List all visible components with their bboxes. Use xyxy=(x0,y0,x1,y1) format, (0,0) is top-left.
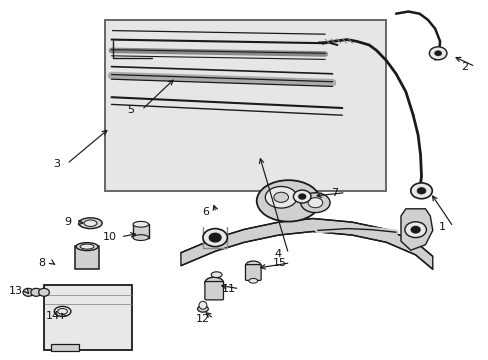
Text: 2: 2 xyxy=(460,62,467,72)
Ellipse shape xyxy=(80,244,94,249)
Circle shape xyxy=(428,47,446,60)
FancyBboxPatch shape xyxy=(105,20,386,191)
Circle shape xyxy=(298,194,305,199)
Ellipse shape xyxy=(133,235,148,240)
FancyBboxPatch shape xyxy=(51,344,79,351)
Polygon shape xyxy=(400,209,432,250)
FancyBboxPatch shape xyxy=(132,224,149,238)
Ellipse shape xyxy=(273,192,288,202)
Circle shape xyxy=(410,183,431,199)
Text: 11: 11 xyxy=(222,284,235,294)
Circle shape xyxy=(416,188,425,194)
Circle shape xyxy=(203,229,227,247)
Circle shape xyxy=(293,190,310,203)
Ellipse shape xyxy=(211,272,222,278)
Circle shape xyxy=(410,226,419,233)
Text: 6: 6 xyxy=(202,207,208,217)
Circle shape xyxy=(39,288,49,296)
Ellipse shape xyxy=(264,186,296,208)
Ellipse shape xyxy=(133,221,148,227)
Text: 8: 8 xyxy=(38,258,45,268)
Ellipse shape xyxy=(197,306,208,312)
Ellipse shape xyxy=(300,193,329,212)
Text: 13: 13 xyxy=(9,286,22,296)
Text: 5: 5 xyxy=(127,105,134,115)
Ellipse shape xyxy=(76,243,98,251)
Ellipse shape xyxy=(58,309,67,314)
Circle shape xyxy=(23,288,34,296)
Text: 9: 9 xyxy=(64,217,71,228)
FancyBboxPatch shape xyxy=(204,282,223,300)
Ellipse shape xyxy=(84,220,97,226)
Text: 14: 14 xyxy=(46,311,60,321)
Text: 12: 12 xyxy=(196,314,209,324)
FancyBboxPatch shape xyxy=(245,265,261,280)
Text: 4: 4 xyxy=(274,249,281,259)
Circle shape xyxy=(209,233,221,242)
Circle shape xyxy=(404,222,426,238)
Ellipse shape xyxy=(199,301,206,309)
Ellipse shape xyxy=(245,261,261,270)
Text: 7: 7 xyxy=(331,188,338,198)
Ellipse shape xyxy=(307,198,322,208)
Polygon shape xyxy=(181,219,432,269)
Text: 1: 1 xyxy=(438,222,445,232)
Text: 10: 10 xyxy=(103,232,117,242)
Ellipse shape xyxy=(79,218,102,229)
Text: 15: 15 xyxy=(272,258,286,268)
FancyBboxPatch shape xyxy=(75,246,99,269)
Circle shape xyxy=(434,51,441,56)
Ellipse shape xyxy=(256,180,320,222)
Text: 3: 3 xyxy=(53,159,60,169)
Ellipse shape xyxy=(248,279,257,283)
Circle shape xyxy=(31,288,41,296)
Ellipse shape xyxy=(204,277,223,288)
FancyBboxPatch shape xyxy=(43,285,132,350)
